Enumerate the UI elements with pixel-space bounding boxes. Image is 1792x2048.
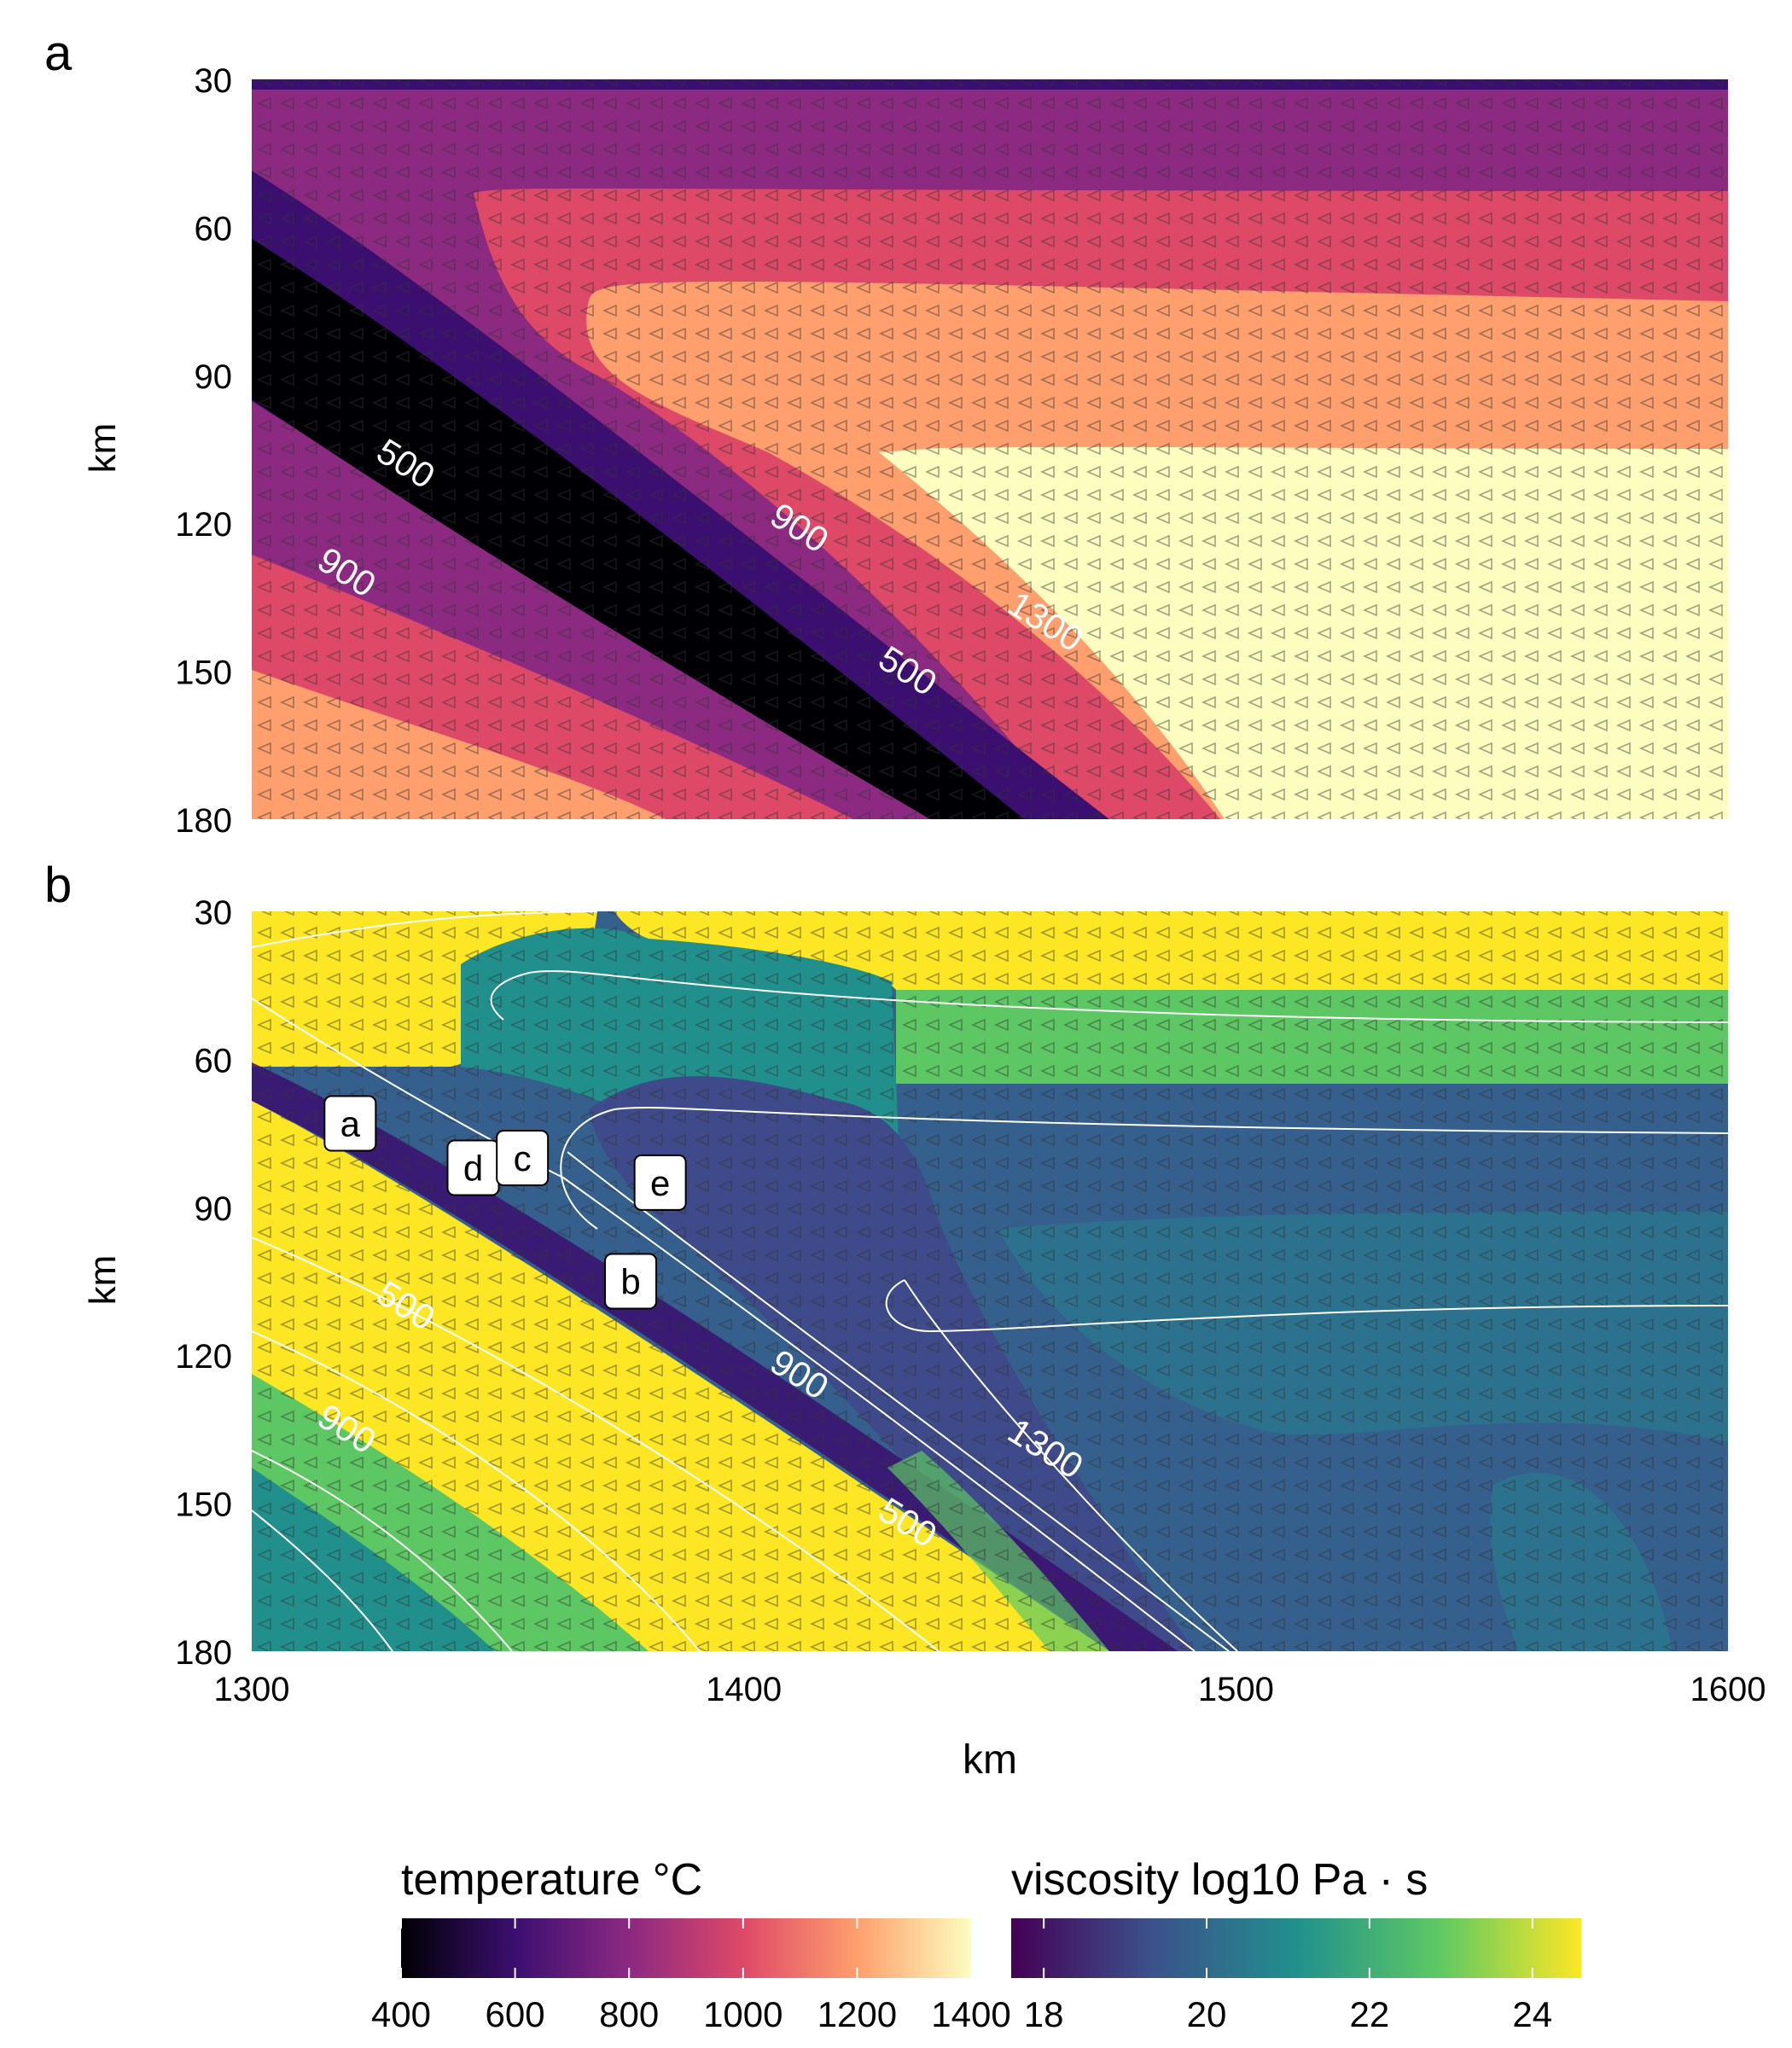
y-tick-label: 150: [175, 1487, 232, 1524]
point-label-text: e: [650, 1163, 670, 1203]
point-label-box: [604, 1253, 658, 1310]
x-axis-b: 1300 1400 1500 1600: [214, 1671, 1766, 1708]
x-tick-label: 1500: [1198, 1671, 1274, 1708]
point-label-box: [496, 1130, 550, 1186]
y-axis-label-b: km: [82, 1255, 124, 1306]
panel-label-b: b: [44, 858, 72, 913]
point-label-text: d: [463, 1149, 483, 1189]
legend-tick-label: 800: [599, 1994, 659, 2034]
legend-tick-label: 1000: [703, 1994, 783, 2034]
x-tick-label: 1300: [214, 1671, 290, 1708]
legend-temperature-ticks: 400 600 800 1000 1200 1400: [371, 1918, 1011, 2034]
legend-tick-label: 1400: [931, 1994, 1010, 2034]
temperature-field: [252, 79, 1728, 819]
y-tick-label: 120: [175, 1338, 232, 1376]
point-label-box: [323, 1095, 377, 1152]
y-tick-label: 60: [195, 210, 233, 247]
point-label-e: e: [633, 1154, 687, 1211]
point-label-box: [633, 1154, 687, 1211]
legend-tick-label: 600: [486, 1994, 545, 2034]
y-tick-label: 150: [175, 655, 232, 692]
x-tick-label: 1600: [1690, 1671, 1766, 1708]
legend-tick-label: 24: [1512, 1994, 1552, 2034]
point-label-text: c: [514, 1138, 532, 1178]
y-axis-a: 30 60 90 120 150 180: [175, 62, 232, 840]
velocity-arrows: [252, 79, 1728, 819]
legend-temperature-title: temperature °C: [401, 1855, 702, 1905]
legend-tick-label: 18: [1024, 1994, 1064, 2034]
velocity-arrows-b: [252, 911, 1728, 1651]
x-axis-label-b: km: [963, 1737, 1017, 1783]
y-tick-label: 180: [175, 1634, 232, 1672]
panel-label-a: a: [44, 26, 73, 81]
x-tick-label: 1400: [706, 1671, 782, 1708]
legend-temperature-bar: [401, 1918, 971, 1978]
y-tick-label: 90: [195, 358, 233, 396]
legend-temperature: temperature °C 400 600 800 1000 1200 1400: [371, 1855, 1011, 2034]
legend-viscosity-title: viscosity log10 Pa · s: [1011, 1855, 1428, 1905]
y-tick-label: 120: [175, 506, 232, 544]
y-tick-label: 30: [195, 894, 233, 932]
legend-tick-label: 20: [1187, 1994, 1227, 2034]
viscosity-field: [252, 911, 1728, 1651]
legend-viscosity-bar: [1011, 1918, 1581, 1978]
legend-tick-label: 1200: [817, 1994, 897, 2034]
legend-tick-label: 400: [371, 1994, 431, 2034]
point-label-b: b: [604, 1253, 658, 1310]
y-tick-label: 180: [175, 802, 232, 840]
legend-tick-label: 22: [1350, 1994, 1390, 2034]
point-label-text: b: [620, 1262, 640, 1302]
point-label-text: a: [340, 1104, 361, 1144]
y-tick-label: 60: [195, 1042, 233, 1079]
point-labels-b: a d c e b: [323, 1095, 687, 1310]
y-axis-b: 30 60 90 120 150 180: [175, 894, 232, 1672]
point-label-a: a: [323, 1095, 377, 1152]
legend-viscosity: viscosity log10 Pa · s 18 20 22 24: [1011, 1855, 1581, 2034]
y-tick-label: 30: [195, 62, 233, 100]
point-label-d: d: [446, 1139, 500, 1196]
y-tick-label: 90: [195, 1190, 233, 1228]
legend-viscosity-ticks: 18 20 22 24: [1024, 1918, 1552, 2034]
point-label-c: c: [496, 1130, 550, 1186]
y-axis-label-a: km: [82, 423, 124, 474]
